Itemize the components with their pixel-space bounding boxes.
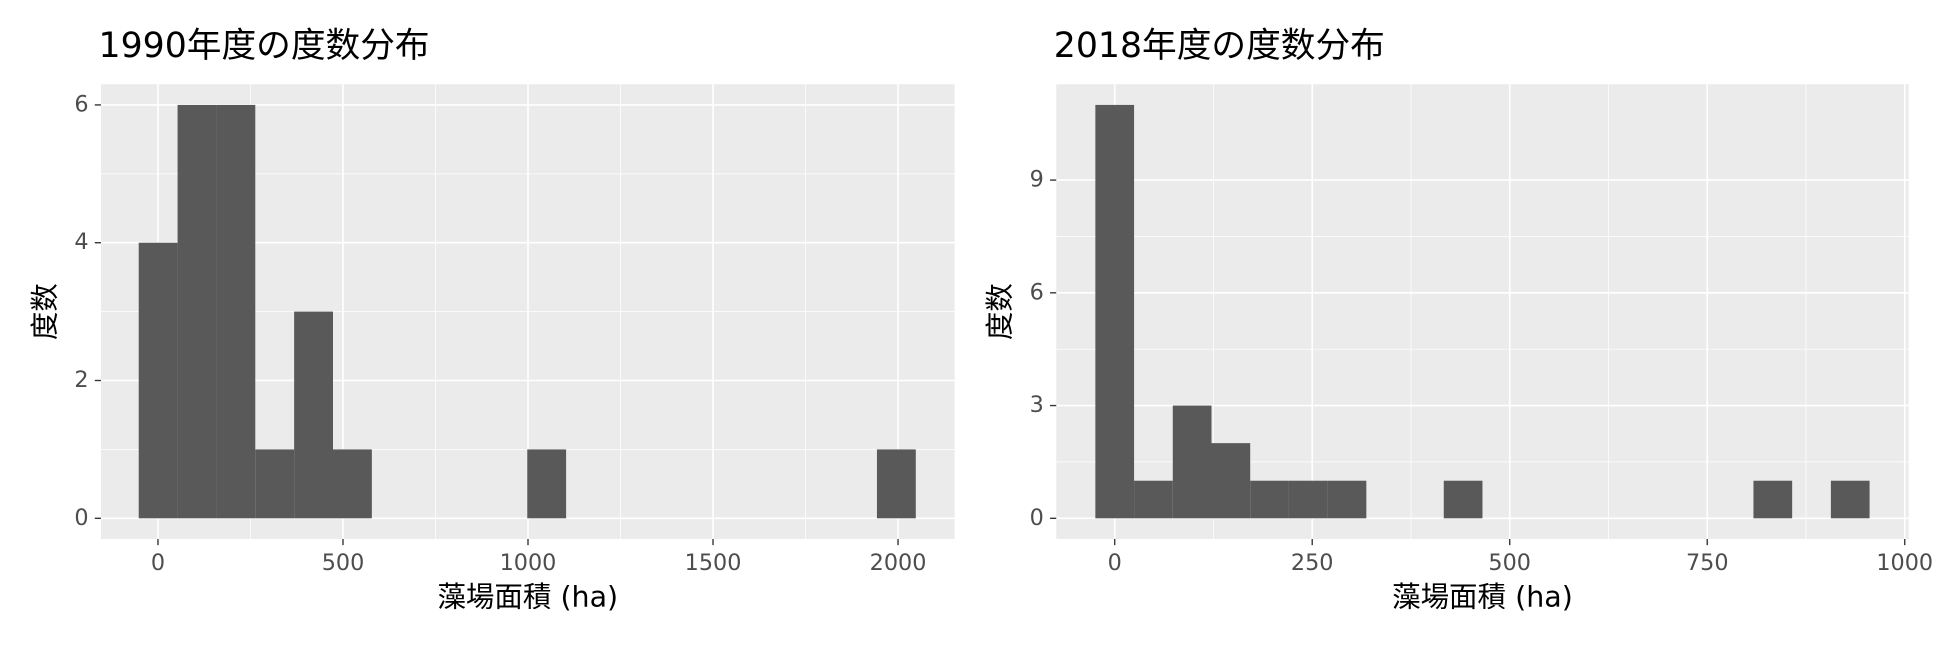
bar xyxy=(255,449,295,519)
bar xyxy=(1327,480,1367,519)
x-tick-label: 500 xyxy=(1488,550,1531,576)
x-axis-label: 藻場面積 (ha) xyxy=(437,580,618,613)
y-axis-label: 度数 xyxy=(28,283,61,340)
bar xyxy=(1753,480,1793,519)
y-tick-label: 0 xyxy=(1030,505,1044,531)
bar xyxy=(332,449,372,519)
y-tick-label: 9 xyxy=(1030,167,1044,193)
bar xyxy=(294,311,333,519)
y-tick-label: 2 xyxy=(74,367,88,393)
x-axis-label: 藻場面積 (ha) xyxy=(1392,580,1573,613)
y-tick-label: 6 xyxy=(1030,279,1044,305)
x-tick-label: 1000 xyxy=(500,550,557,576)
chart-title: 1990年度の度数分布 xyxy=(99,26,430,66)
x-tick-label: 0 xyxy=(151,550,165,576)
bar xyxy=(1134,480,1173,519)
bar xyxy=(876,449,916,519)
bar xyxy=(1172,405,1212,519)
bar xyxy=(216,104,256,519)
bar xyxy=(1443,480,1483,519)
x-tick-label: 750 xyxy=(1686,550,1729,576)
chart-title: 2018年度の度数分布 xyxy=(1054,26,1385,66)
y-axis-label: 度数 xyxy=(984,283,1017,340)
bar xyxy=(1211,443,1251,519)
bar xyxy=(138,242,178,519)
x-tick-label: 1000 xyxy=(1876,550,1933,576)
bar xyxy=(1830,480,1870,519)
y-tick-label: 4 xyxy=(74,229,88,255)
bar xyxy=(177,104,217,519)
bar xyxy=(1288,480,1328,519)
bar xyxy=(1095,104,1135,519)
bar xyxy=(527,449,567,519)
x-tick-label: 0 xyxy=(1108,550,1122,576)
x-tick-label: 2000 xyxy=(870,550,927,576)
x-tick-label: 250 xyxy=(1291,550,1334,576)
y-tick-label: 6 xyxy=(74,91,88,117)
x-tick-label: 500 xyxy=(322,550,365,576)
y-tick-label: 3 xyxy=(1030,392,1044,418)
x-tick-label: 1500 xyxy=(685,550,742,576)
bar xyxy=(1250,480,1289,519)
y-tick-label: 0 xyxy=(74,505,88,531)
